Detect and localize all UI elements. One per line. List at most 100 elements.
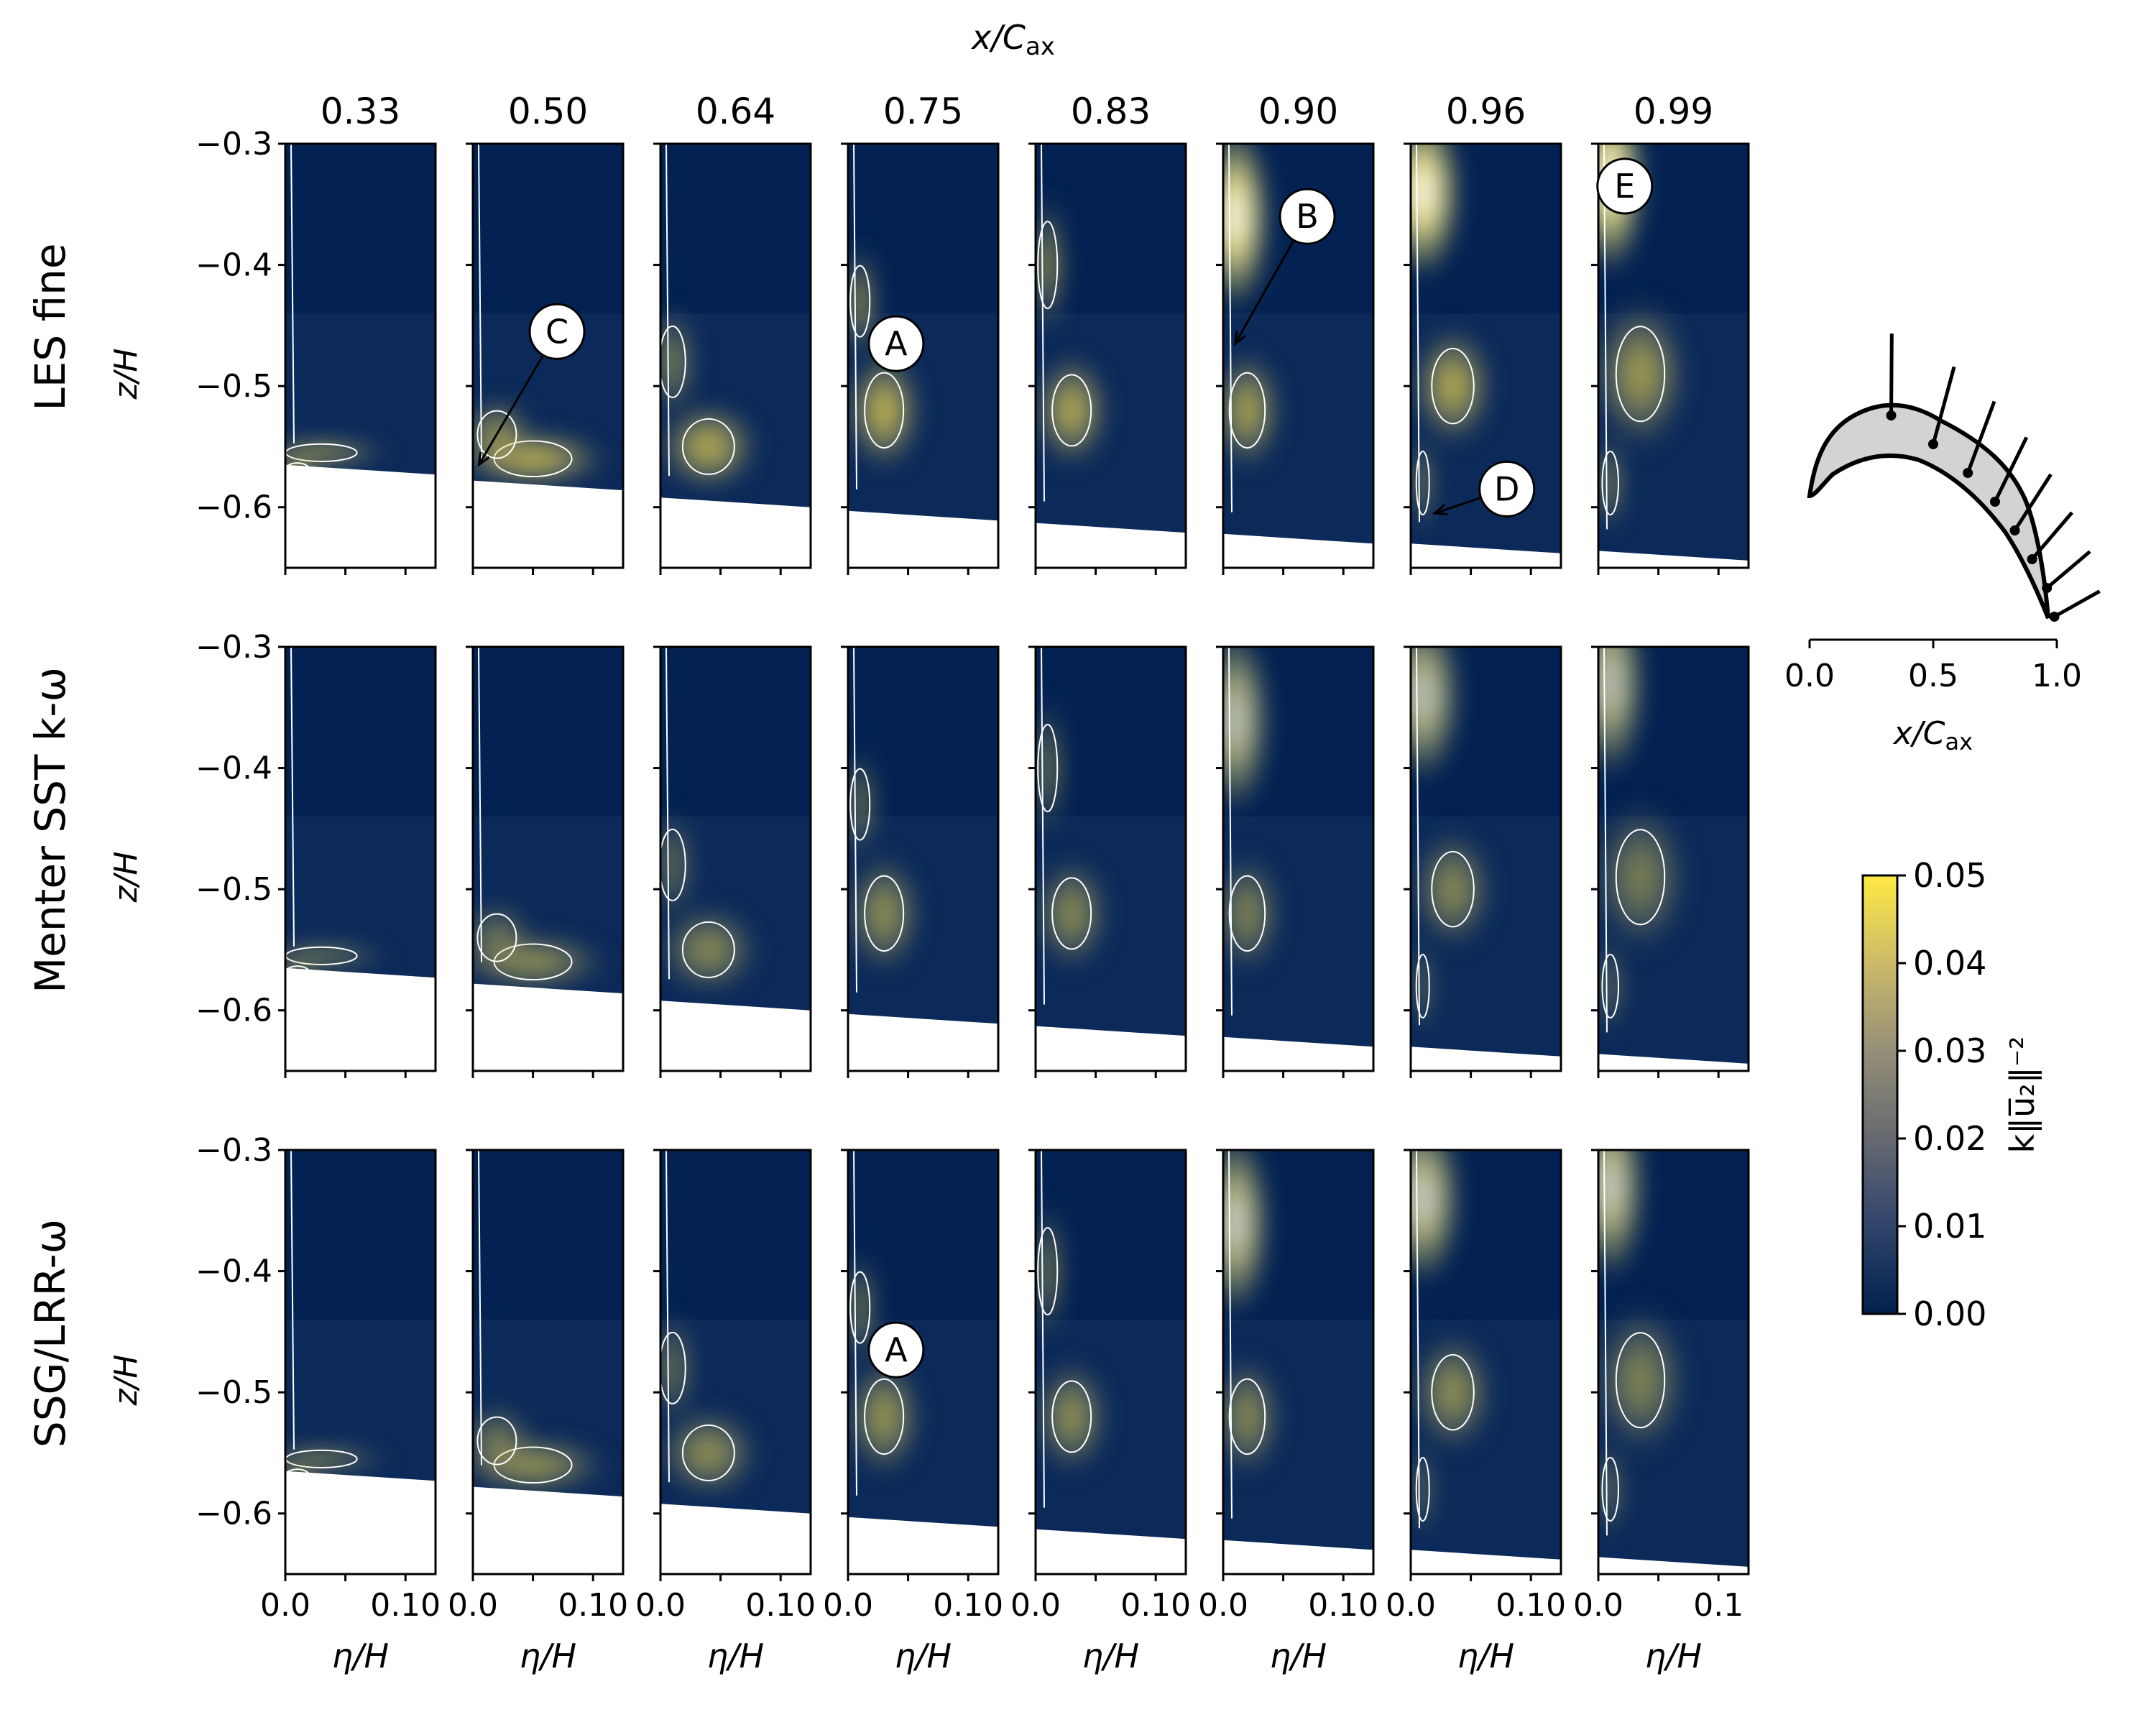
ytick-label: −0.6 xyxy=(195,489,272,526)
contour-line xyxy=(476,1416,517,1466)
annotation-marker xyxy=(867,315,925,372)
contour-line xyxy=(1416,1150,1420,1529)
ytick-label: −0.4 xyxy=(195,247,272,284)
wall-region xyxy=(848,1013,998,1071)
column-label: 0.96 xyxy=(1446,91,1526,132)
heatmap-panel: 0.0 0.10 η/H xyxy=(1386,1149,1566,1675)
heatmap-panel xyxy=(1404,645,1562,1078)
intensity-region xyxy=(660,899,766,1000)
panel-frame xyxy=(284,142,437,569)
intensity-region xyxy=(848,341,928,479)
contour-line xyxy=(849,1271,871,1344)
annotation-label: B xyxy=(1296,197,1319,236)
wall-region xyxy=(1223,1036,1373,1071)
contour-line xyxy=(1615,326,1666,423)
ytick-label: −0.6 xyxy=(195,993,272,1029)
contour-line xyxy=(1051,877,1092,950)
wall-region xyxy=(1411,1046,1561,1071)
contour-line xyxy=(660,828,686,901)
xtick-label: 0.0 xyxy=(1573,1587,1623,1624)
wall-region xyxy=(1411,1550,1561,1574)
contour-line xyxy=(1228,144,1233,512)
contour-line xyxy=(864,1378,905,1455)
row-label: SSG/LRR-ω xyxy=(26,1219,75,1448)
xlabel: η/H xyxy=(895,1637,952,1675)
inset-station-point xyxy=(2042,583,2053,593)
panel-frame xyxy=(659,1149,812,1576)
contour-line xyxy=(1431,347,1475,425)
annotation-marker xyxy=(1279,188,1336,245)
heatmap-panel: 0.0 0.1 η/H xyxy=(1573,1149,1750,1675)
contour-line xyxy=(1228,1378,1266,1455)
contour-line xyxy=(681,921,735,978)
wall-region xyxy=(660,1000,811,1071)
heatmap-panel xyxy=(653,645,812,1078)
wall-region xyxy=(1598,551,1749,568)
xlabel: η/H xyxy=(520,1637,576,1675)
heatmap-panel xyxy=(1028,645,1187,1078)
wall-region xyxy=(1036,523,1186,568)
annotation-marker xyxy=(867,1321,925,1379)
xlabel: η/H xyxy=(1457,1637,1514,1675)
column-label: 0.64 xyxy=(696,91,775,132)
column-label: 0.99 xyxy=(1634,91,1713,132)
inset-station-point xyxy=(2049,612,2060,622)
intensity-region xyxy=(1223,1348,1287,1485)
heatmap-panel xyxy=(841,645,1000,1078)
inset-station-line xyxy=(2013,473,2053,532)
intensity-region xyxy=(848,740,882,870)
panel-frame xyxy=(1034,1149,1187,1576)
annotation-marker xyxy=(1596,157,1654,215)
intensity-region xyxy=(1411,929,1437,1044)
inset-station-line xyxy=(2053,589,2101,619)
inset-station-line xyxy=(1966,400,1996,474)
arrow-head xyxy=(1432,504,1448,516)
wall-region xyxy=(660,497,811,568)
contour-line xyxy=(853,647,857,993)
inset-xlabel: x/Cax xyxy=(1892,715,1973,755)
wall-region xyxy=(1411,543,1561,568)
contour-line xyxy=(1228,1150,1233,1519)
annotation-label: D xyxy=(1494,469,1519,508)
contour-line xyxy=(1615,829,1666,926)
contour-line xyxy=(1415,1457,1430,1522)
inset-tick-label: 0.0 xyxy=(1784,658,1835,694)
contour-line xyxy=(478,647,482,962)
blade-shape xyxy=(1807,402,2050,620)
ylabel: z/H xyxy=(108,851,144,903)
wall-region xyxy=(1223,533,1373,568)
xtick-label: 0.10 xyxy=(933,1587,1003,1624)
intensity-region xyxy=(1411,318,1500,455)
wall-region xyxy=(285,967,436,1071)
panel-frame xyxy=(471,645,625,1072)
intensity-region xyxy=(473,1397,540,1484)
panel-frame xyxy=(284,1149,437,1576)
heatmap-panel: 0.75 xyxy=(841,91,1000,575)
contour-line xyxy=(476,410,517,459)
heatmap-panel: −0.3 −0.4 −0.5 −0.6 0.33 xyxy=(195,91,437,575)
panel-frame xyxy=(471,142,625,569)
contour-line xyxy=(1041,1150,1045,1508)
colorbar-tick-label: 0.03 xyxy=(1913,1031,1986,1070)
wall-region xyxy=(1598,1557,1749,1574)
intensity-region xyxy=(1223,341,1287,479)
contour-line xyxy=(1615,1332,1666,1429)
contour-line xyxy=(478,1150,482,1466)
xtick-label: 0.10 xyxy=(1120,1587,1191,1624)
xtick-label: 0.0 xyxy=(635,1587,686,1624)
inset-station-point xyxy=(1963,468,1973,478)
contour-line xyxy=(1228,372,1266,449)
contour-line xyxy=(478,144,482,459)
heatmap-panel: 0.0 0.10 η/H xyxy=(1010,1149,1191,1675)
inset-station-lines xyxy=(1886,334,2101,622)
wall-region xyxy=(285,464,436,568)
wall-region xyxy=(848,510,998,568)
inset-tick-label: 0.5 xyxy=(1908,658,1958,694)
contour-line xyxy=(1041,647,1045,1005)
contour-line xyxy=(1228,647,1233,1016)
heatmap-panel xyxy=(1591,645,1750,1078)
xtick-label: 0.0 xyxy=(448,1587,498,1624)
heatmap-panel xyxy=(466,645,625,1078)
contour-line xyxy=(660,1331,686,1404)
